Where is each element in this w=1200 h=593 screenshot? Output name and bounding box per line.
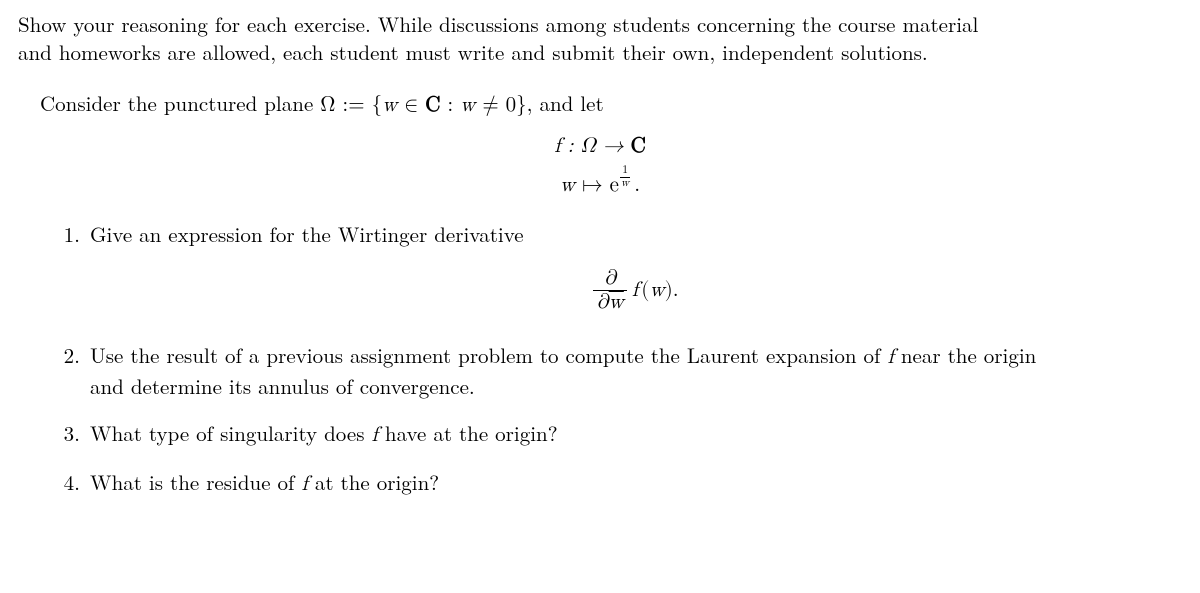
function-def-line1: f : Ω → C [18, 130, 1182, 161]
problem-4: 4. What is the residue of f at the origi… [18, 468, 1182, 499]
problem-list: 1. Give an expression for the Wirtinger … [18, 220, 1182, 500]
problem-1: 1. Give an expression for the Wirtinger … [18, 220, 1182, 324]
partial-bot-d: ∂ [596, 292, 608, 313]
problem-number: 3. [18, 419, 90, 447]
problem-2-text-b: near the origin [894, 340, 1036, 370]
problem-4-text-b: at the origin? [308, 467, 439, 497]
map-exponent: 1w [620, 165, 630, 191]
problem-1-text: Give an expression for the Wirtinger der… [90, 220, 1182, 248]
instructions: Show your reasoning for each exercise. W… [18, 10, 1182, 67]
instructions-line1: Show your reasoning for each exercise. W… [18, 9, 978, 39]
omega-def: Ω := {w ∈ C : w ≠ 0} [320, 95, 526, 116]
map-w: w [560, 175, 575, 196]
exp-bot: w [620, 178, 630, 190]
problem-3-text-a: What type of singularity does [90, 418, 371, 448]
map-lhs: f : Ω → [554, 136, 623, 157]
problem-setup: Consider the punctured plane Ω := {w ∈ C… [18, 89, 1182, 120]
wirtinger-display: ∂ ∂w f(w). [90, 262, 1182, 315]
partial-bot-wbar: w [609, 292, 624, 313]
wirtinger-arg: (w). [641, 277, 678, 305]
problem-2: 2. Use the result of a previous assignme… [18, 341, 1182, 401]
setup-suffix: , and let [527, 88, 604, 118]
omega-lhs: Ω := [320, 95, 364, 116]
problem-3: 3. What type of singularity does f have … [18, 419, 1182, 450]
problem-2-text-c: and determine its annulus of convergence… [90, 371, 475, 401]
instructions-line2: and homeworks are allowed, each student … [18, 37, 928, 67]
map-period: . [634, 175, 640, 196]
map-codomain: C [631, 136, 646, 157]
problem-number: 4. [18, 468, 90, 496]
problem-4-text-a: What is the residue of [90, 467, 301, 497]
exp-top: 1 [620, 165, 630, 178]
setup-prefix: Consider the punctured plane [40, 88, 320, 118]
problem-number: 2. [18, 341, 90, 369]
map-e: e [610, 175, 619, 196]
problem-2-text-a: Use the result of a previous assignment … [90, 340, 887, 370]
partial-top: ∂ [593, 268, 626, 291]
mapsto-icon: ↦ [582, 175, 603, 196]
problem-3-text-b: have at the origin? [378, 418, 558, 448]
wirtinger-f: f [632, 277, 638, 305]
function-def-line2: w ↦ e1w. [18, 169, 1182, 201]
page: Show your reasoning for each exercise. W… [0, 0, 1200, 535]
wirtinger-operator: ∂ ∂w [593, 268, 626, 315]
problem-number: 1. [18, 220, 90, 248]
